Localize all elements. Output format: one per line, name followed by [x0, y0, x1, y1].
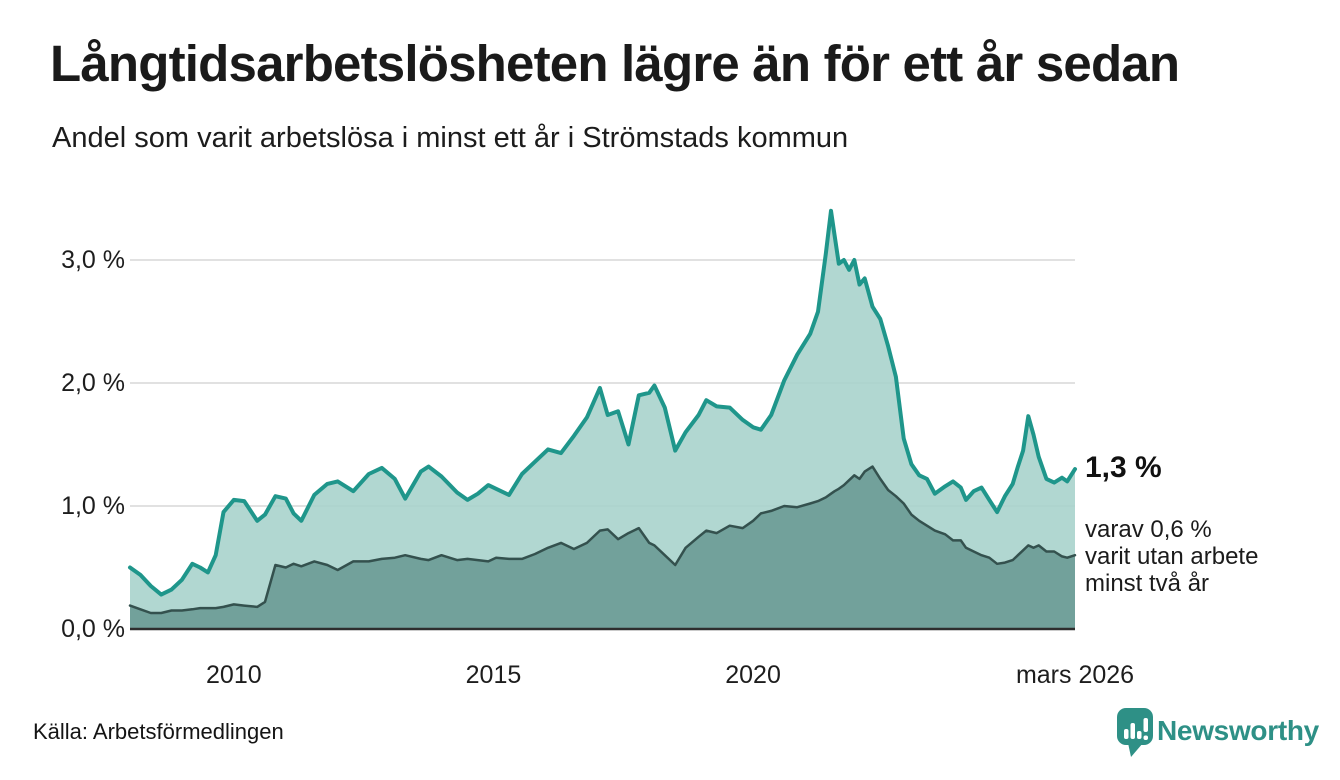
source-attribution: Källa: Arbetsförmedlingen [33, 719, 284, 744]
annotation-line: minst två år [1085, 570, 1210, 597]
y-axis-tick-label: 2,0 % [61, 369, 125, 397]
y-axis-tick-label: 0,0 % [61, 615, 125, 643]
page-title: Långtidsarbetslösheten lägre än för ett … [50, 35, 1180, 92]
annotation-line: varav 0,6 % [1085, 516, 1212, 543]
newsworthy-logo-text: Newsworthy [1157, 715, 1319, 746]
series-line-2 [128, 465, 1077, 615]
y-axis-tick-label: 3,0 % [61, 246, 125, 274]
latest-value-label: 1,3 % [1085, 451, 1162, 484]
x-axis-tick-label: 2020 [725, 661, 781, 689]
series-line-1 [128, 208, 1077, 597]
annotation-line: varit utan arbete [1085, 543, 1259, 570]
page-subtitle: Andel som varit arbetslösa i minst ett å… [52, 122, 849, 154]
y-axis-tick-label: 1,0 % [61, 492, 125, 520]
newsworthy-logo-icon [1117, 708, 1153, 757]
area-fill-2 [130, 466, 1075, 629]
secondary-value-annotation: varav 0,6 % varit utan arbete minst två … [1085, 516, 1340, 597]
x-axis-tick-label: 2015 [465, 661, 522, 689]
x-axis-tick-label: 2010 [206, 661, 262, 689]
x-axis-tick-label: mars 2026 [1015, 661, 1135, 689]
